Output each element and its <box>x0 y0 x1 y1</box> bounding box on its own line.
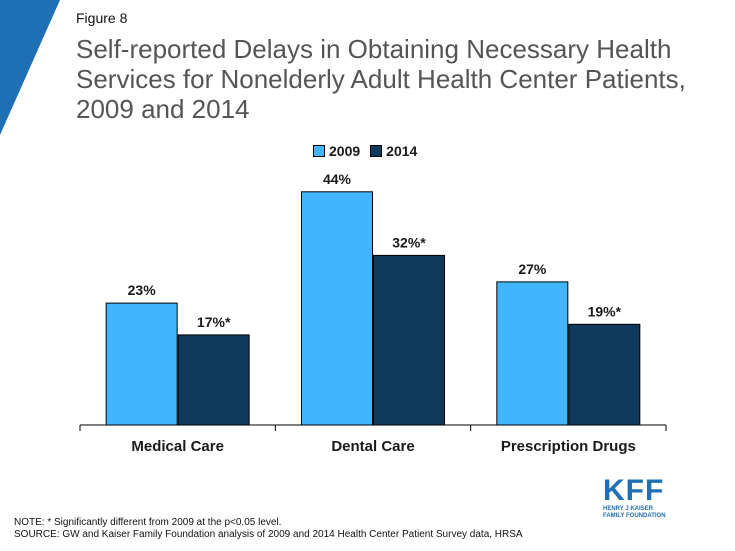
logo-mark: KFF <box>603 474 665 507</box>
bar-2009-dental-care <box>301 191 373 426</box>
category-label-2: Prescription Drugs <box>501 438 636 455</box>
category-label-1: Dental Care <box>331 438 414 455</box>
logo-line-1: HENRY J KAISER <box>603 506 654 512</box>
legend-swatch-2014 <box>370 145 383 157</box>
corner-accent <box>0 0 60 135</box>
bar-2009-medical-care <box>105 302 178 426</box>
legend-item-2014: 2014 <box>370 143 417 159</box>
data-label-2014-0: 17%* <box>197 314 231 330</box>
legend-item-2009: 2009 <box>313 143 360 159</box>
bar-2009-prescription-drugs <box>496 281 569 426</box>
logo-line-2: FAMILY FOUNDATION <box>603 513 666 519</box>
bar-2014-dental-care <box>373 254 445 426</box>
bar-2014-medical-care <box>177 334 250 426</box>
data-label-2014-2: 19%* <box>588 303 622 319</box>
legend-label-2014: 2014 <box>386 143 418 159</box>
bar-2014-prescription-drugs <box>568 323 641 426</box>
legend-label-2009: 2009 <box>329 143 361 159</box>
data-label-2014-1: 32%* <box>392 234 426 250</box>
footnote-source: SOURCE: GW and Kaiser Family Foundation … <box>14 529 523 540</box>
data-label-2009-0: 23% <box>128 282 157 298</box>
chart-title: Self-reported Delays in Obtaining Necess… <box>76 34 686 124</box>
legend: 2009 2014 <box>313 143 417 159</box>
data-label-2009-1: 44% <box>323 171 352 187</box>
footnote-note: NOTE: * Significantly different from 200… <box>14 517 282 528</box>
footnotes: NOTE: * Significantly different from 200… <box>14 517 523 541</box>
legend-swatch-2009 <box>313 145 325 157</box>
data-label-2009-2: 27% <box>518 261 547 277</box>
figure-label: Figure 8 <box>76 10 128 26</box>
kff-logo: KFF HENRY J KAISER FAMILY FOUNDATION <box>603 476 703 520</box>
category-label-0: Medical Care <box>131 438 224 455</box>
